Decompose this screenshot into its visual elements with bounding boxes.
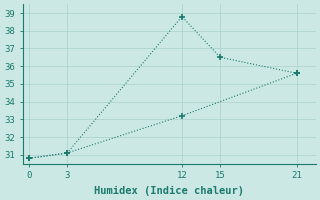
X-axis label: Humidex (Indice chaleur): Humidex (Indice chaleur) — [94, 186, 244, 196]
